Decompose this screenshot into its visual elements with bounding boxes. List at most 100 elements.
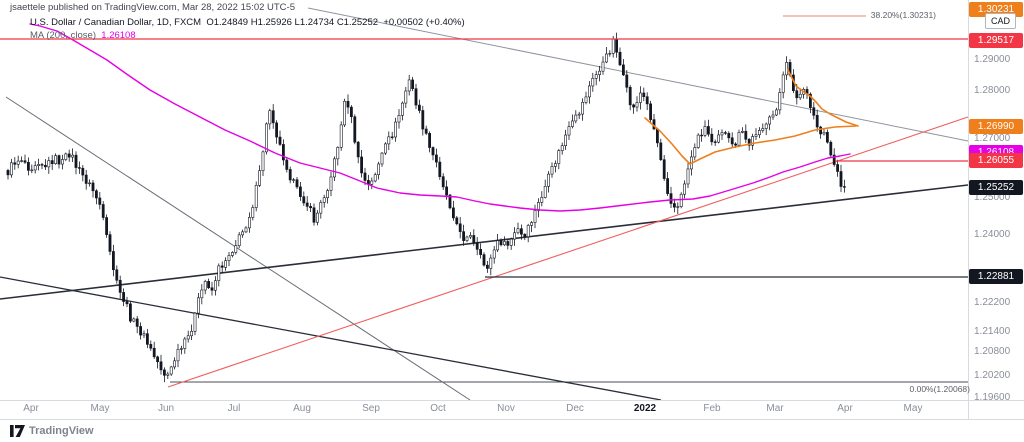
candle-up [550, 166, 554, 175]
candle-down [642, 92, 646, 97]
candle-down [618, 51, 622, 66]
candle-down [482, 254, 486, 266]
candle-up [574, 114, 578, 122]
candle-up [322, 197, 326, 203]
tradingview-watermark[interactable]: TradingView [10, 425, 94, 437]
candle-down [434, 154, 438, 163]
candle-down [839, 171, 843, 187]
candle-up [339, 124, 343, 148]
candle-down [295, 179, 299, 188]
candle-up [774, 109, 778, 116]
candle-up [635, 102, 639, 108]
candle-down [13, 162, 17, 165]
candle-up [176, 349, 180, 362]
candle-down [819, 126, 823, 135]
candle-down [836, 164, 840, 172]
candle-up [526, 225, 530, 238]
candle-down [40, 164, 44, 166]
ma-indicator-label[interactable]: MA (200, close) [30, 30, 96, 41]
candle-up [570, 120, 574, 127]
candle-down [118, 279, 122, 293]
candle-down [628, 86, 632, 106]
price-tick: 1.19600 [974, 392, 1011, 403]
candle-down [411, 79, 415, 89]
candle-down [139, 326, 143, 336]
candle-down [95, 190, 98, 199]
black-descending-trendline [0, 276, 662, 401]
ohlc-values: O1.24849 H1.25926 L1.24734 C1.25252 [206, 17, 379, 28]
candle-up [332, 158, 336, 178]
candle-down [655, 128, 659, 144]
candle-down [615, 38, 619, 53]
candle-down [662, 159, 666, 179]
price-level-label: 1.26055 [969, 153, 1023, 168]
candle-up [254, 185, 258, 208]
candle-up [88, 182, 92, 185]
candle-down [6, 170, 10, 176]
change-value: +0.00502 (+0.40%) [383, 17, 465, 28]
orange-upper-line [787, 69, 859, 127]
candle-up [513, 232, 517, 240]
candle-up [186, 335, 190, 340]
candle-up [502, 241, 506, 246]
candle-up [468, 235, 472, 238]
candle-down [309, 206, 313, 209]
candle-up [404, 90, 408, 104]
candle-up [193, 312, 197, 332]
candle-down [57, 155, 61, 165]
candle-up [241, 231, 245, 236]
candle-down [669, 193, 673, 204]
candle-up [261, 151, 265, 171]
candle-down [730, 137, 734, 145]
fib-382-label: 38.20%(1.30231) [870, 10, 936, 20]
candle-up [251, 207, 255, 218]
candle-up [248, 217, 251, 229]
gray-shallow-downtrend [307, 7, 969, 142]
candle-down [829, 141, 833, 156]
candle-up [60, 159, 64, 165]
candle-up [214, 280, 217, 291]
candle-down [210, 287, 214, 291]
candle-up [142, 333, 146, 336]
candle-down [101, 204, 105, 218]
candle-down [832, 154, 836, 165]
symbol-title[interactable]: U.S. Dollar / Canadian Dollar, 1D, FXCM [30, 17, 202, 28]
ma-200-line [29, 23, 851, 212]
candle-up [540, 197, 544, 203]
published-byline: jsaettele published on TradingView.com, … [10, 2, 295, 13]
watermark-text: TradingView [29, 425, 94, 437]
price-axis-border [968, 0, 969, 420]
candle-up [591, 77, 595, 87]
month-label: Nov [497, 403, 515, 414]
candle-up [380, 152, 384, 165]
candle-down [666, 178, 670, 194]
price-level-label: 1.26990 [969, 119, 1023, 134]
candle-up [601, 61, 605, 72]
chart-legend: U.S. Dollar / Canadian Dollar, 1D, FXCM … [30, 17, 465, 41]
candle-down [455, 217, 459, 225]
candle-up [496, 240, 500, 251]
candle-up [203, 281, 207, 291]
candle-down [625, 74, 629, 88]
candle-up [696, 134, 700, 148]
candle-down [112, 251, 115, 271]
candle-down [414, 88, 418, 106]
month-label: Apr [837, 403, 853, 414]
candle-up [383, 143, 387, 154]
month-label: Jul [227, 403, 241, 414]
month-label: Oct [430, 403, 446, 414]
candle-up [234, 245, 238, 253]
candle-up [394, 121, 398, 138]
candle-down [353, 116, 357, 143]
price-tick: 1.25000 [974, 192, 1011, 203]
candle-down [105, 217, 109, 235]
candle-down [485, 264, 489, 269]
candle-down [424, 128, 428, 134]
candle-up [594, 74, 598, 79]
candle-down [163, 369, 166, 376]
candle-down [462, 231, 466, 241]
candle-up [757, 130, 761, 136]
candle-up [173, 360, 177, 368]
candle-up [679, 193, 683, 207]
